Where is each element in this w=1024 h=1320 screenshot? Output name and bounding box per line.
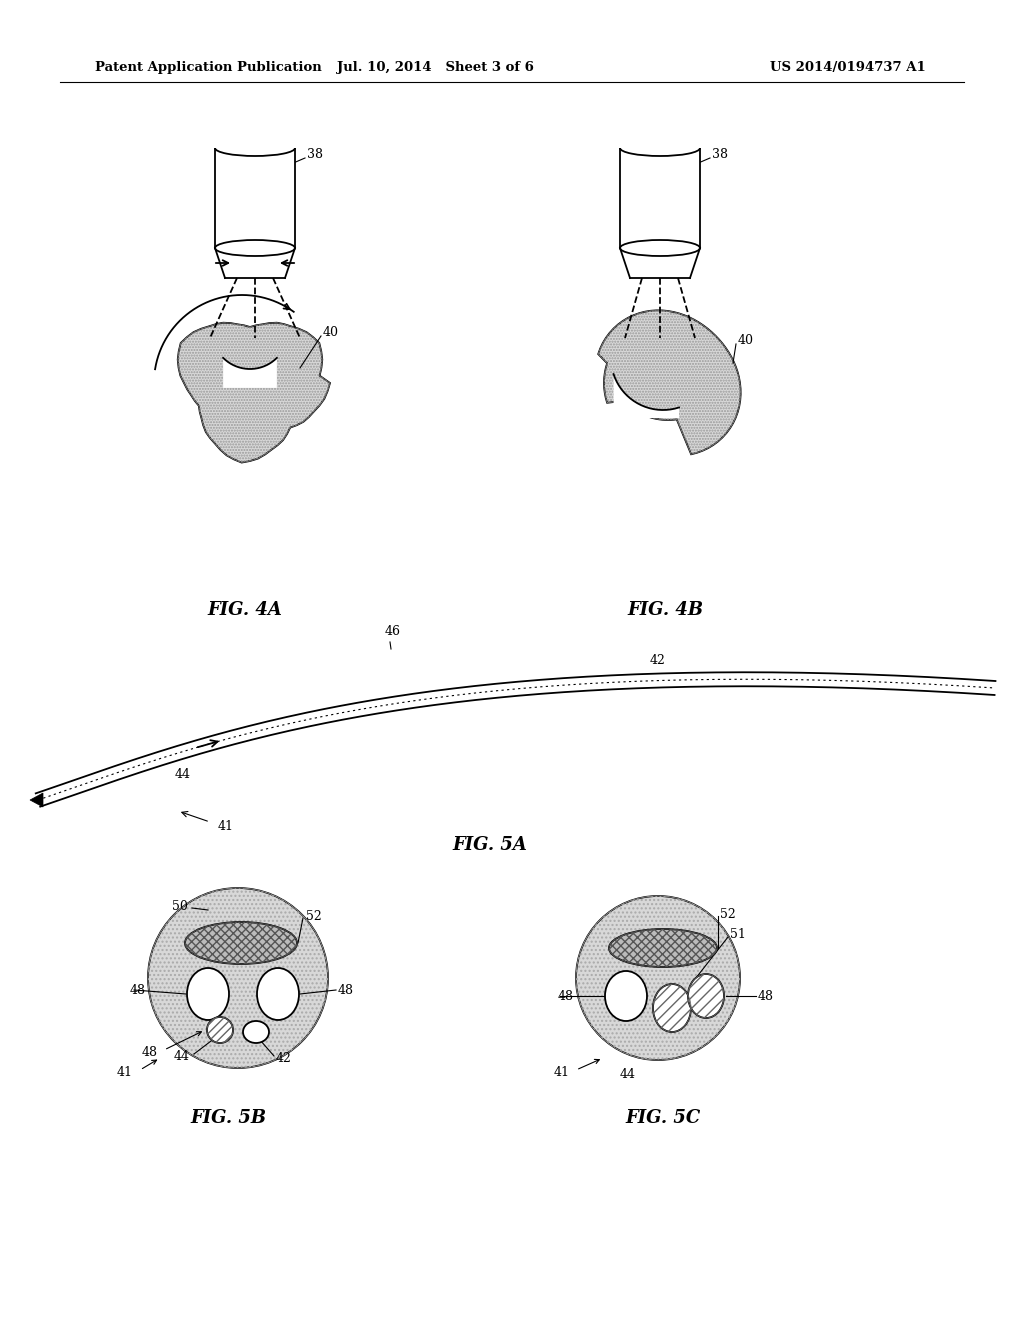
Text: 40: 40 [323, 326, 339, 339]
Ellipse shape [605, 972, 647, 1020]
Text: Patent Application Publication: Patent Application Publication [95, 62, 322, 74]
Text: Jul. 10, 2014   Sheet 3 of 6: Jul. 10, 2014 Sheet 3 of 6 [337, 62, 534, 74]
Ellipse shape [187, 968, 229, 1020]
Text: 52: 52 [720, 908, 736, 920]
Text: 48: 48 [338, 983, 354, 997]
Text: US 2014/0194737 A1: US 2014/0194737 A1 [770, 62, 926, 74]
Ellipse shape [609, 929, 717, 968]
Ellipse shape [243, 1020, 269, 1043]
Text: 41: 41 [554, 1067, 570, 1080]
Text: 41: 41 [218, 820, 234, 833]
Polygon shape [30, 793, 43, 807]
Text: 38: 38 [712, 149, 728, 161]
Text: 48: 48 [142, 1045, 158, 1059]
Polygon shape [613, 374, 679, 418]
Text: 50: 50 [172, 899, 188, 912]
Text: 51: 51 [730, 928, 745, 940]
Text: 40: 40 [738, 334, 754, 346]
Bar [620, 148, 700, 248]
Text: 48: 48 [758, 990, 774, 1002]
Ellipse shape [620, 140, 700, 156]
Text: 48: 48 [130, 983, 146, 997]
Text: FIG. 5C: FIG. 5C [626, 1109, 700, 1127]
Text: 44: 44 [175, 768, 191, 781]
Circle shape [207, 1016, 233, 1043]
Ellipse shape [620, 240, 700, 256]
Ellipse shape [215, 240, 295, 256]
Text: FIG. 5A: FIG. 5A [453, 836, 527, 854]
Text: 46: 46 [385, 624, 401, 638]
Text: FIG. 4B: FIG. 4B [627, 601, 703, 619]
Polygon shape [223, 358, 276, 388]
Text: 41: 41 [117, 1065, 133, 1078]
Text: 42: 42 [650, 653, 666, 667]
Bar [213, 139, 297, 148]
Polygon shape [178, 322, 330, 462]
Ellipse shape [185, 921, 297, 964]
Ellipse shape [688, 974, 724, 1018]
Ellipse shape [257, 968, 299, 1020]
Text: 48: 48 [558, 990, 574, 1002]
Bar [630, 248, 690, 279]
Bar [225, 248, 285, 279]
Ellipse shape [653, 983, 691, 1032]
Text: 52: 52 [306, 909, 322, 923]
Circle shape [575, 896, 740, 1060]
Text: 38: 38 [307, 149, 323, 161]
Text: 42: 42 [276, 1052, 292, 1064]
Bar [215, 148, 295, 248]
Circle shape [148, 888, 328, 1068]
Text: 44: 44 [620, 1068, 636, 1081]
Polygon shape [598, 310, 740, 454]
Text: 44: 44 [174, 1049, 190, 1063]
Ellipse shape [215, 140, 295, 156]
Text: FIG. 4A: FIG. 4A [208, 601, 283, 619]
Bar [618, 139, 702, 148]
Text: FIG. 5B: FIG. 5B [189, 1109, 266, 1127]
